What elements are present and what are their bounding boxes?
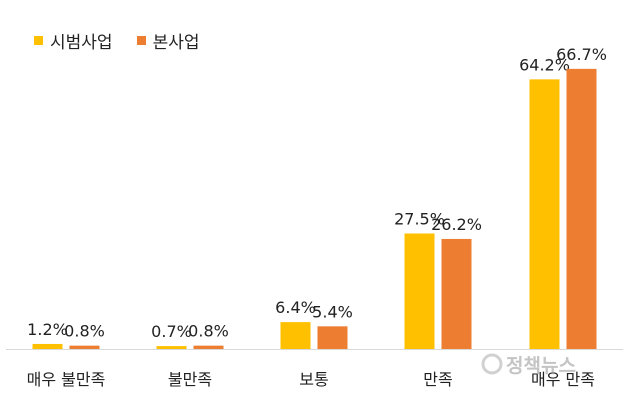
x-tick-label-1: 불만족: [168, 370, 212, 389]
bar-series-1-3: [404, 233, 435, 349]
watermark-text: 정책뉴스: [506, 355, 576, 377]
x-tick-label-0: 매우 불만족: [27, 370, 106, 389]
bar-series-2-1: [193, 345, 224, 349]
legend-swatch-series-2: [136, 36, 146, 45]
data-label-series-2-4: 66.7%: [556, 45, 607, 64]
legend-swatch-series-1: [34, 36, 43, 45]
x-tick-label-3: 만족: [423, 370, 452, 389]
legend-label-series-2: 본사업: [152, 33, 200, 53]
legend-item-series-2: 본사업: [136, 28, 200, 53]
data-label-series-2-2: 5.4%: [312, 302, 353, 321]
bar-series-1-2: [280, 322, 311, 349]
bar-series-2-4: [566, 68, 597, 350]
bar-series-2-2: [317, 326, 348, 349]
x-tick-label-4: 매우 만족: [531, 370, 595, 389]
data-label-series-1-3: 27.5%: [394, 210, 445, 229]
data-label-series-2-0: 0.8%: [64, 322, 105, 341]
legend: 시범사업 본사업: [34, 28, 199, 53]
bar-series-1-1: [156, 346, 187, 349]
legend-item-series-1: 시범사업: [34, 28, 113, 53]
data-label-series-1-1: 0.7%: [151, 322, 192, 341]
x-tick-label-2: 보통: [299, 370, 328, 389]
bar-series-2-3: [441, 238, 472, 349]
legend-label-series-1: 시범사업: [50, 33, 113, 53]
watermark-logo-icon: [481, 353, 503, 375]
data-label-series-2-1: 0.8%: [188, 322, 229, 341]
bar-series-1-0: [32, 343, 63, 349]
data-label-series-1-4: 64.2%: [519, 55, 570, 74]
bar-series-2-0: [69, 345, 100, 349]
bar-series-1-4: [529, 79, 560, 350]
data-label-series-2-3: 26.2%: [431, 215, 482, 234]
data-label-series-1-0: 1.2%: [27, 320, 68, 339]
data-label-series-1-2: 6.4%: [275, 298, 316, 317]
